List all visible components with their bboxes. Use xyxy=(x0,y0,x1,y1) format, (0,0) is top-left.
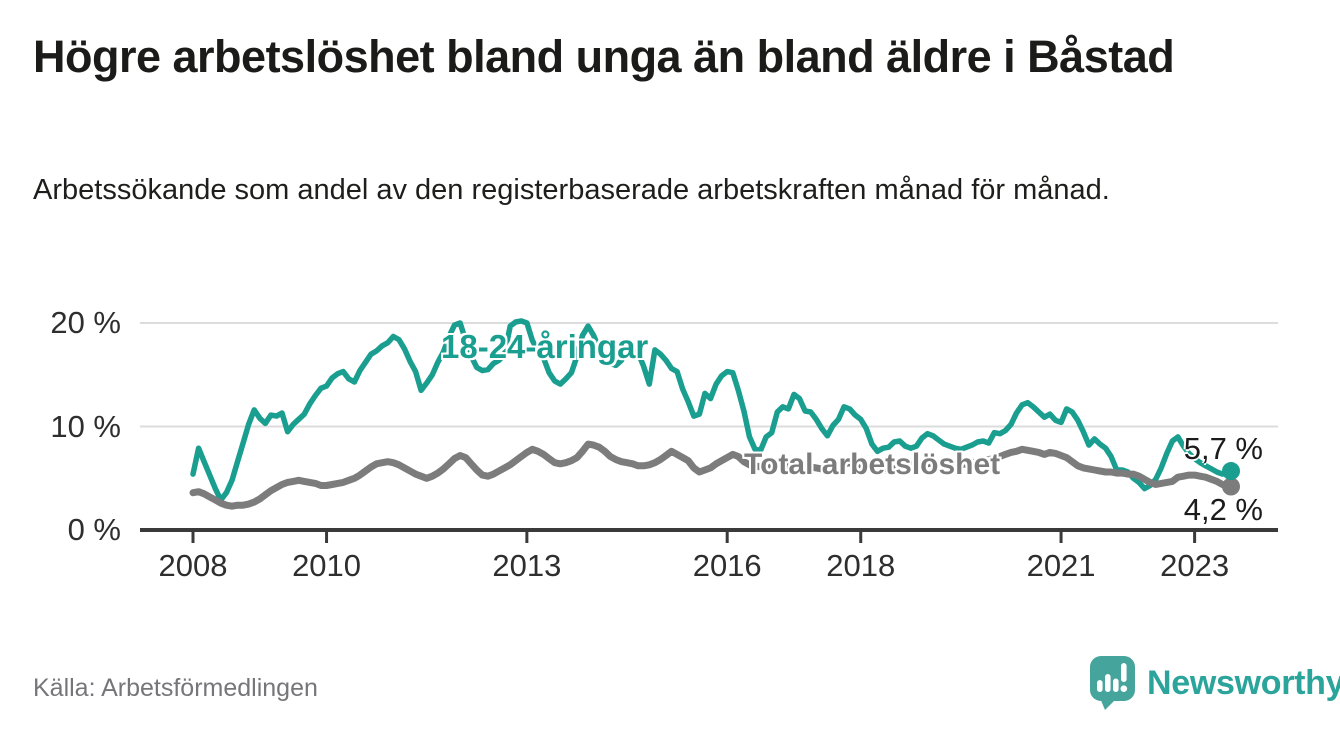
newsworthy-icon xyxy=(1089,655,1137,711)
y-tick-label: 20 % xyxy=(50,305,121,340)
x-tick-label: 2023 xyxy=(1160,548,1230,583)
y-tick-label: 0 % xyxy=(67,512,121,547)
source-note: Källa: Arbetsförmedlingen xyxy=(33,674,318,702)
x-tick-label: 2013 xyxy=(492,548,562,583)
page-title: Högre arbetslöshet bland unga än bland ä… xyxy=(33,31,1175,82)
chart-subtitle: Arbetssökande som andel av den registerb… xyxy=(33,174,1110,206)
total-line xyxy=(189,440,1232,510)
x-tick-label: 2018 xyxy=(826,548,896,583)
newsworthy-logo[interactable]: Newsworthy xyxy=(1089,655,1340,711)
newsworthy-wordmark: Newsworthy xyxy=(1147,663,1340,702)
x-tick-label: 2016 xyxy=(692,548,762,583)
series-label-total: Total arbetslöshet xyxy=(744,448,1001,481)
youth-line xyxy=(190,318,1231,503)
y-tick-label: 10 % xyxy=(50,408,121,444)
value-label-total: 4,2 % xyxy=(1183,492,1263,527)
x-tick-label: 2008 xyxy=(158,548,228,583)
x-tick-label: 2010 xyxy=(292,548,362,583)
value-label-youth: 5,7 % xyxy=(1183,431,1263,466)
series-label-youth: 18-24-åringar xyxy=(441,328,649,365)
youth-end-dot xyxy=(1222,462,1240,481)
x-tick-label: 2021 xyxy=(1026,548,1096,583)
total-end-dot xyxy=(1222,477,1240,496)
